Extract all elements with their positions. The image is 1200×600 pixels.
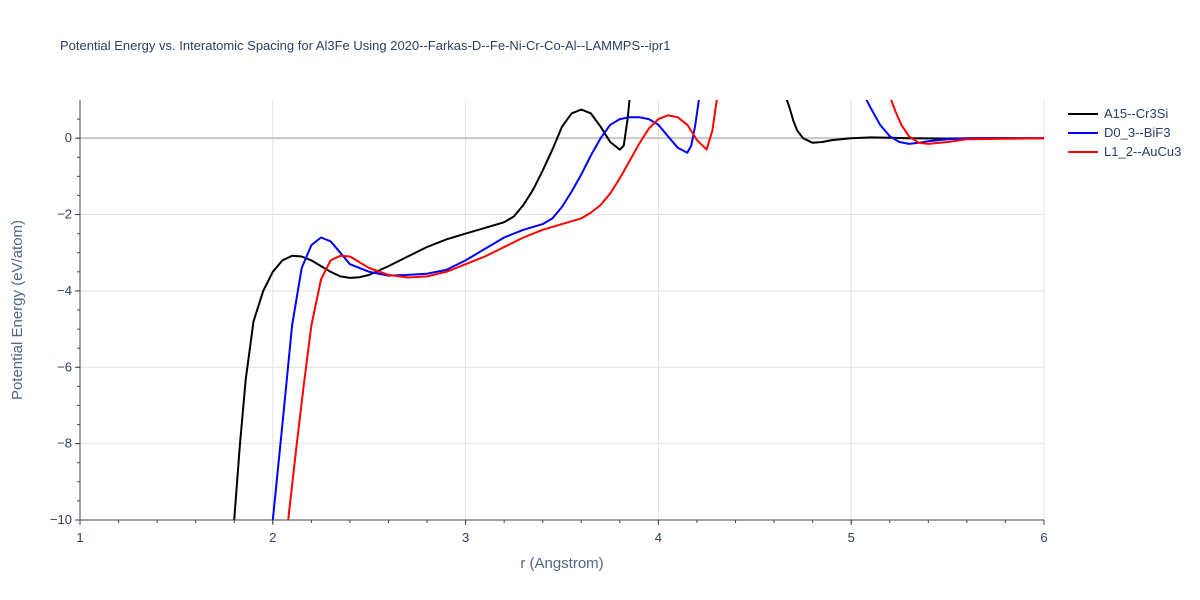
y-axis-ticks: −10 −8 −6 −4 −2 0 xyxy=(50,100,81,527)
y-tick-label: −6 xyxy=(57,359,72,374)
x-tick-label: 3 xyxy=(462,530,469,545)
series-line-A15--Cr3Si xyxy=(233,100,1044,520)
y-tick-label: −4 xyxy=(57,283,72,298)
y-tick-label: −8 xyxy=(57,436,72,451)
legend: A15--Cr3Si D0_3--BiF3 L1_2--AuCu3 xyxy=(1068,106,1181,159)
chart-title: Potential Energy vs. Interatomic Spacing… xyxy=(60,38,670,53)
y-tick-label: 0 xyxy=(65,130,72,145)
legend-item-label: A15--Cr3Si xyxy=(1104,106,1168,121)
x-tick-label: 4 xyxy=(655,530,662,545)
y-tick-label: −2 xyxy=(57,207,72,222)
grid xyxy=(80,100,1045,521)
x-axis-label: r (Angstrom) xyxy=(520,555,603,572)
series-line-L1_2--AuCu3 xyxy=(287,100,1044,520)
series-layer xyxy=(233,100,1044,520)
x-tick-label: 6 xyxy=(1040,530,1047,545)
legend-item-label: D0_3--BiF3 xyxy=(1104,125,1170,140)
x-tick-label: 5 xyxy=(848,530,855,545)
x-axis-ticks: 1 2 3 4 5 6 xyxy=(76,519,1048,545)
y-tick-label: −10 xyxy=(50,512,72,527)
x-tick-label: 1 xyxy=(76,530,83,545)
legend-item-label: L1_2--AuCu3 xyxy=(1104,144,1181,159)
y-axis-label: Potential Energy (eV/atom) xyxy=(9,220,26,400)
series-line-D0_3--BiF3 xyxy=(271,100,1044,520)
x-tick-label: 2 xyxy=(269,530,276,545)
